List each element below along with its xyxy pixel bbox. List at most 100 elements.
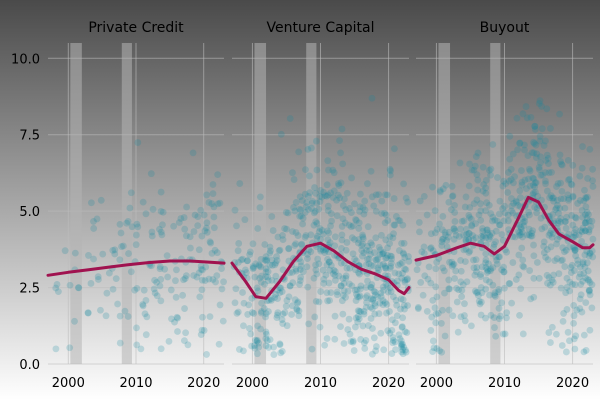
scatter-point xyxy=(482,276,490,284)
scatter-point xyxy=(268,256,276,264)
scatter-point xyxy=(458,293,466,301)
scatter-point xyxy=(518,181,526,189)
scatter-point xyxy=(576,305,584,312)
scatter-point xyxy=(285,245,293,253)
scatter-point xyxy=(483,226,491,234)
scatter-point xyxy=(61,247,69,255)
scatter-point xyxy=(305,320,313,328)
scatter-point xyxy=(489,213,497,221)
scatter-point xyxy=(118,243,125,250)
scatter-point xyxy=(519,233,526,241)
scatter-point xyxy=(441,289,448,297)
scatter-point xyxy=(557,218,564,226)
scatter-point xyxy=(482,259,489,267)
scatter-point xyxy=(504,211,512,219)
scatter-point xyxy=(262,335,270,342)
scatter-point xyxy=(396,335,404,343)
scatter-point xyxy=(71,317,78,325)
scatter-point xyxy=(583,214,591,222)
scatter-point xyxy=(570,302,578,309)
scatter-point xyxy=(348,174,355,182)
scatter-point xyxy=(321,192,329,200)
scatter-point xyxy=(305,206,312,213)
scatter-point xyxy=(343,189,351,197)
scatter-point xyxy=(584,275,592,283)
scatter-point xyxy=(478,263,486,271)
scatter-point xyxy=(588,281,596,289)
scatter-point xyxy=(506,132,514,140)
scatter-point xyxy=(516,231,523,239)
scatter-point xyxy=(565,195,573,202)
scatter-point xyxy=(365,255,373,263)
scatter-point xyxy=(116,312,124,320)
scatter-point xyxy=(331,268,339,275)
scatter-point xyxy=(296,266,304,273)
scatter-point xyxy=(368,305,376,312)
scatter-point xyxy=(391,338,399,346)
scatter-point xyxy=(241,216,249,224)
scatter-point xyxy=(586,286,593,294)
scatter-point xyxy=(585,287,593,295)
scatter-point xyxy=(582,218,590,226)
scatter-point xyxy=(545,160,552,168)
scatter-point xyxy=(515,221,523,229)
scatter-point xyxy=(492,227,500,235)
scatter-point xyxy=(548,233,556,241)
scatter-point xyxy=(570,335,578,343)
scatter-point xyxy=(330,266,338,274)
scatter-point xyxy=(579,224,587,232)
scatter-point xyxy=(325,279,333,287)
scatter-point xyxy=(433,345,441,352)
scatter-point xyxy=(397,337,405,345)
scatter-point xyxy=(203,224,210,232)
scatter-point xyxy=(500,268,508,276)
scatter-point xyxy=(500,263,507,271)
scatter-point xyxy=(398,348,406,356)
scatter-point xyxy=(400,343,408,351)
scatter-point xyxy=(528,232,536,240)
scatter-point xyxy=(132,231,140,239)
scatter-point xyxy=(283,322,291,330)
scatter-point xyxy=(482,250,490,258)
scatter-point xyxy=(466,204,474,211)
scatter-point xyxy=(438,226,446,234)
scatter-point xyxy=(486,278,493,286)
scatter-point xyxy=(253,336,261,344)
scatter-point xyxy=(308,345,316,353)
scatter-point xyxy=(354,318,362,326)
scatter-point xyxy=(168,315,175,323)
scatter-point xyxy=(307,144,315,152)
scatter-point xyxy=(159,208,167,216)
scatter-point xyxy=(264,277,272,285)
scatter-point xyxy=(356,203,364,211)
scatter-point xyxy=(539,171,546,179)
scatter-point xyxy=(347,223,355,231)
scatter-point xyxy=(52,345,60,353)
scatter-point xyxy=(203,191,211,199)
scatter-point xyxy=(313,234,321,242)
scatter-point xyxy=(368,281,376,288)
scatter-point xyxy=(484,229,492,237)
scatter-point xyxy=(494,174,501,181)
scatter-point xyxy=(398,274,406,282)
scatter-point xyxy=(547,227,555,235)
scatter-point xyxy=(296,277,304,285)
scatter-point xyxy=(355,236,363,243)
scatter-point xyxy=(398,343,405,351)
scatter-point xyxy=(439,185,447,193)
scatter-point xyxy=(416,228,423,236)
scatter-point xyxy=(566,175,573,183)
scatter-point xyxy=(490,314,498,322)
scatter-point xyxy=(265,308,272,315)
scatter-point xyxy=(482,184,490,192)
scatter-point xyxy=(439,212,447,220)
scatter-point xyxy=(289,279,297,287)
scatter-point xyxy=(165,337,173,345)
scatter-point xyxy=(170,222,178,230)
scatter-point xyxy=(371,299,379,307)
scatter-point xyxy=(356,293,363,301)
scatter-point xyxy=(362,337,370,344)
scatter-point xyxy=(462,193,470,201)
scatter-point xyxy=(157,276,165,283)
scatter-point xyxy=(561,263,569,270)
